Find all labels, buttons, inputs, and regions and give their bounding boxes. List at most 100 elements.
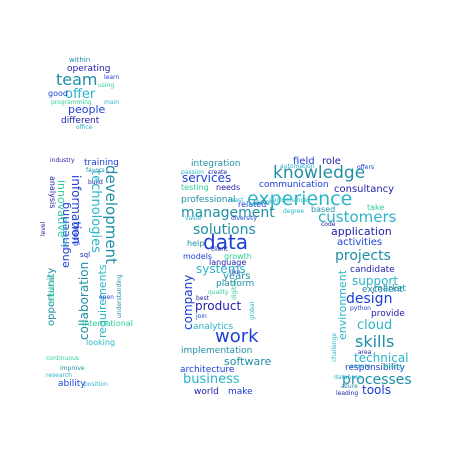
word: processes [342,372,412,388]
word: data [203,230,249,254]
word: sql [80,251,91,259]
word: database [334,374,362,381]
word: offers [357,164,375,171]
word: automation [280,163,315,170]
word: application [331,225,392,238]
word: strong [383,363,403,370]
word: product [195,299,242,313]
word: performance [269,197,308,204]
word: related [238,200,267,209]
word: research [46,372,72,379]
word: group [71,222,80,246]
word: ensure [350,363,371,370]
word: make [228,387,253,397]
word: support [352,274,399,288]
word: communication [259,180,329,190]
word: level [40,221,47,236]
word: different [61,116,100,126]
word: team [56,70,98,89]
word: field [293,156,315,167]
word: tools [362,383,391,397]
word: management [181,205,275,221]
word: design [346,291,393,307]
word: favors [86,167,105,174]
word: projects [335,248,391,264]
word: programming [51,99,92,106]
word: position [84,381,108,388]
word: international [82,319,133,328]
word: within [69,56,91,64]
word: take [367,203,385,212]
word: consultancy [334,184,395,195]
word: development [102,165,120,264]
word: understanding [116,274,123,318]
word: services [182,171,232,185]
word: analysis [48,176,57,209]
word: language [209,258,247,267]
word: least [229,197,244,204]
word: offer [65,87,96,102]
word: global [249,301,256,320]
word: diversity [231,215,257,222]
word: help [187,239,205,248]
word: best [196,295,209,302]
word: build [88,179,103,186]
word: continuous [46,355,79,362]
word: office [76,124,93,131]
word: experience [247,188,353,210]
word: knowledge [273,163,366,183]
word: quality [208,289,229,296]
word: solutions [193,222,256,238]
word: implementation [181,346,253,356]
word: provide [371,309,405,319]
word: platform [216,279,255,289]
word: cloud [357,318,393,333]
word: integration [191,159,241,169]
word: ability [58,379,86,389]
word: skills [355,332,395,351]
word: analytics [193,322,234,332]
word: good [48,89,68,98]
word: challenge [331,332,338,362]
word: looking [86,338,116,347]
word: collaboration [77,261,91,340]
word: excellent [362,285,403,295]
word: open [99,294,114,301]
word: create [208,169,228,176]
word: like [230,269,241,276]
word: sector [253,199,272,206]
word: join [196,313,207,320]
word: architecture [180,365,235,375]
word: improve [60,365,85,372]
word: area [358,349,372,356]
word: activities [337,237,383,248]
word: technical [354,351,409,365]
word: degree [283,208,305,215]
word: years [223,271,251,282]
word: contribute [49,275,56,306]
word: software [224,355,272,368]
word: code [321,221,336,228]
word: people [68,103,106,116]
word: work [215,326,259,347]
word: passion [181,169,204,176]
word: technologies [88,170,103,253]
word: industry [50,157,75,164]
word: business [183,372,240,387]
word: needs [216,183,241,192]
word: leading [336,390,359,397]
word: using [98,82,115,89]
word: based [311,205,336,214]
word: models [183,252,213,261]
word: responsibility [345,363,405,373]
word: client [211,246,228,253]
word: personal [61,217,69,248]
word: growth [224,252,252,261]
word: training [84,158,119,168]
word: azure [341,383,358,390]
word: testing [181,183,209,192]
word: systems [196,262,246,276]
word: main [104,99,119,106]
word: learn [104,74,120,81]
